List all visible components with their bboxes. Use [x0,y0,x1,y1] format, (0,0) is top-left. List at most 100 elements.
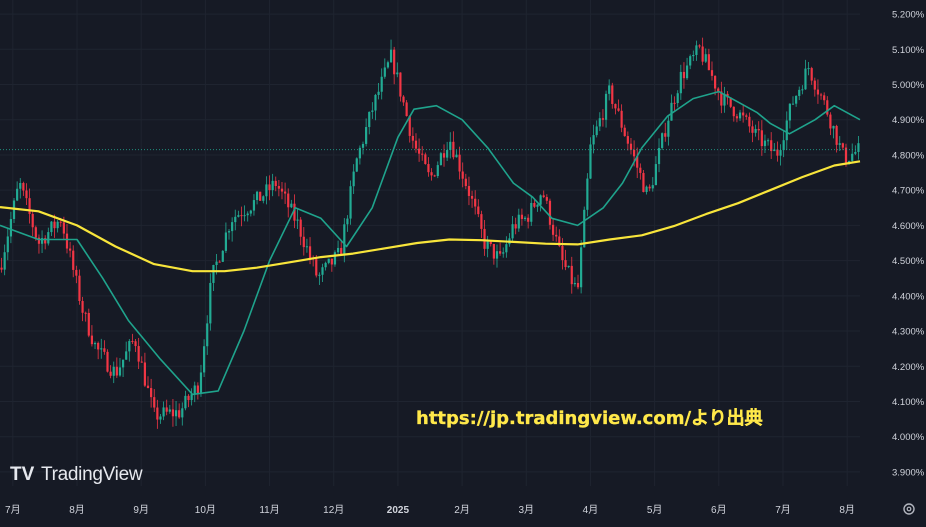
candle-body [252,200,256,211]
y-tick-label: 4.300% [892,327,925,338]
candle-body [433,175,436,177]
candle-body [776,149,779,156]
candle-body [299,219,302,237]
candle-body [523,217,527,219]
candle-body [0,267,3,270]
candle-body [47,232,50,244]
candle-body [393,49,396,75]
candle-body [65,233,69,249]
candle-body [159,416,162,420]
y-tick-label: 4.400% [892,291,925,302]
settings-gear-icon[interactable] [903,503,915,515]
candle-body [617,108,620,111]
candle-body [280,188,284,192]
candle-body [121,359,125,368]
candle-body [589,144,592,179]
candle-body [277,185,280,189]
candle-body [84,312,87,314]
candle-body [477,206,480,215]
time-axis[interactable]: 7月 8月 9月 10月 11月 12月 2025 2月 3月 4月 5月 6月 7月 8月 [5,504,855,516]
candle-body [59,221,62,223]
candle-body [56,221,59,229]
y-tick-label: 4.600% [892,221,925,232]
candle-body [340,247,343,255]
candle-body [533,202,536,207]
candle-body [551,224,555,235]
tradingview-logo[interactable]: TV TradingView [10,464,143,485]
candle-body [763,140,767,147]
candle-body [50,221,53,233]
candle-body [732,106,735,117]
candle-body [701,46,704,62]
candle-body [710,70,714,76]
candle-body [377,91,380,95]
candle-body [704,54,707,62]
price-axis[interactable]: 5.200% 5.100% 5.000% 4.900% 4.800% 4.700% 4.60… [892,10,925,479]
candle-body [748,116,751,127]
candle-body [187,395,190,401]
candle-body [717,88,720,92]
candle-body [224,232,228,251]
candle-body [738,112,742,119]
candle-body [399,72,402,97]
candle-body [255,191,259,201]
x-tick-label: 12月 [323,504,344,516]
candle-body [234,216,237,223]
short-moving-average-line [0,90,861,396]
candle-body [424,154,427,165]
candle-body [383,67,386,77]
candle-body [365,127,368,144]
candle-body [37,237,41,244]
candle-body [714,75,717,89]
candle-body [414,140,418,149]
y-tick-label: 5.200% [892,10,925,21]
candle-body [742,112,745,116]
candle-body [642,172,645,193]
candle-body [583,209,586,248]
x-tick-label: 3月 [518,504,534,516]
candle-body [212,265,215,283]
candle-body [237,215,240,217]
candle-body [143,362,146,386]
candle-body [296,219,299,221]
candle-body [851,153,854,161]
candle-body [118,367,122,376]
candle-body [483,228,486,249]
tradingview-logo-mark: TV [10,464,35,485]
candle-body [349,186,352,219]
candle-body [75,269,78,276]
candle-body [470,195,474,199]
candle-body [502,252,505,254]
candle-body [735,116,739,119]
candle-body [458,154,461,172]
candle-body [22,183,25,191]
candle-body [826,100,829,115]
y-tick-label: 4.100% [892,397,925,408]
candle-body [517,214,520,229]
candle-body [595,126,598,136]
candle-body [168,409,171,412]
candle-body [202,346,206,373]
candle-body [184,395,187,409]
candle-body [31,213,34,228]
candle-body [249,210,252,214]
candle-body [455,154,458,158]
candle-body [308,246,312,259]
candle-body [555,234,558,237]
candle-body [81,300,84,313]
candle-body [564,260,567,268]
candle-body [19,183,22,189]
candle-body [514,224,517,229]
y-tick-label: 5.100% [892,45,925,56]
candle-body [305,246,309,248]
candle-body [259,191,262,201]
candle-body [520,214,524,219]
candle-body [632,149,636,157]
candle-body [218,261,221,263]
candle-body [6,236,9,253]
candle-body [128,341,131,352]
candle-body [178,410,181,418]
candle-body [336,247,340,253]
candle-body [576,282,580,288]
